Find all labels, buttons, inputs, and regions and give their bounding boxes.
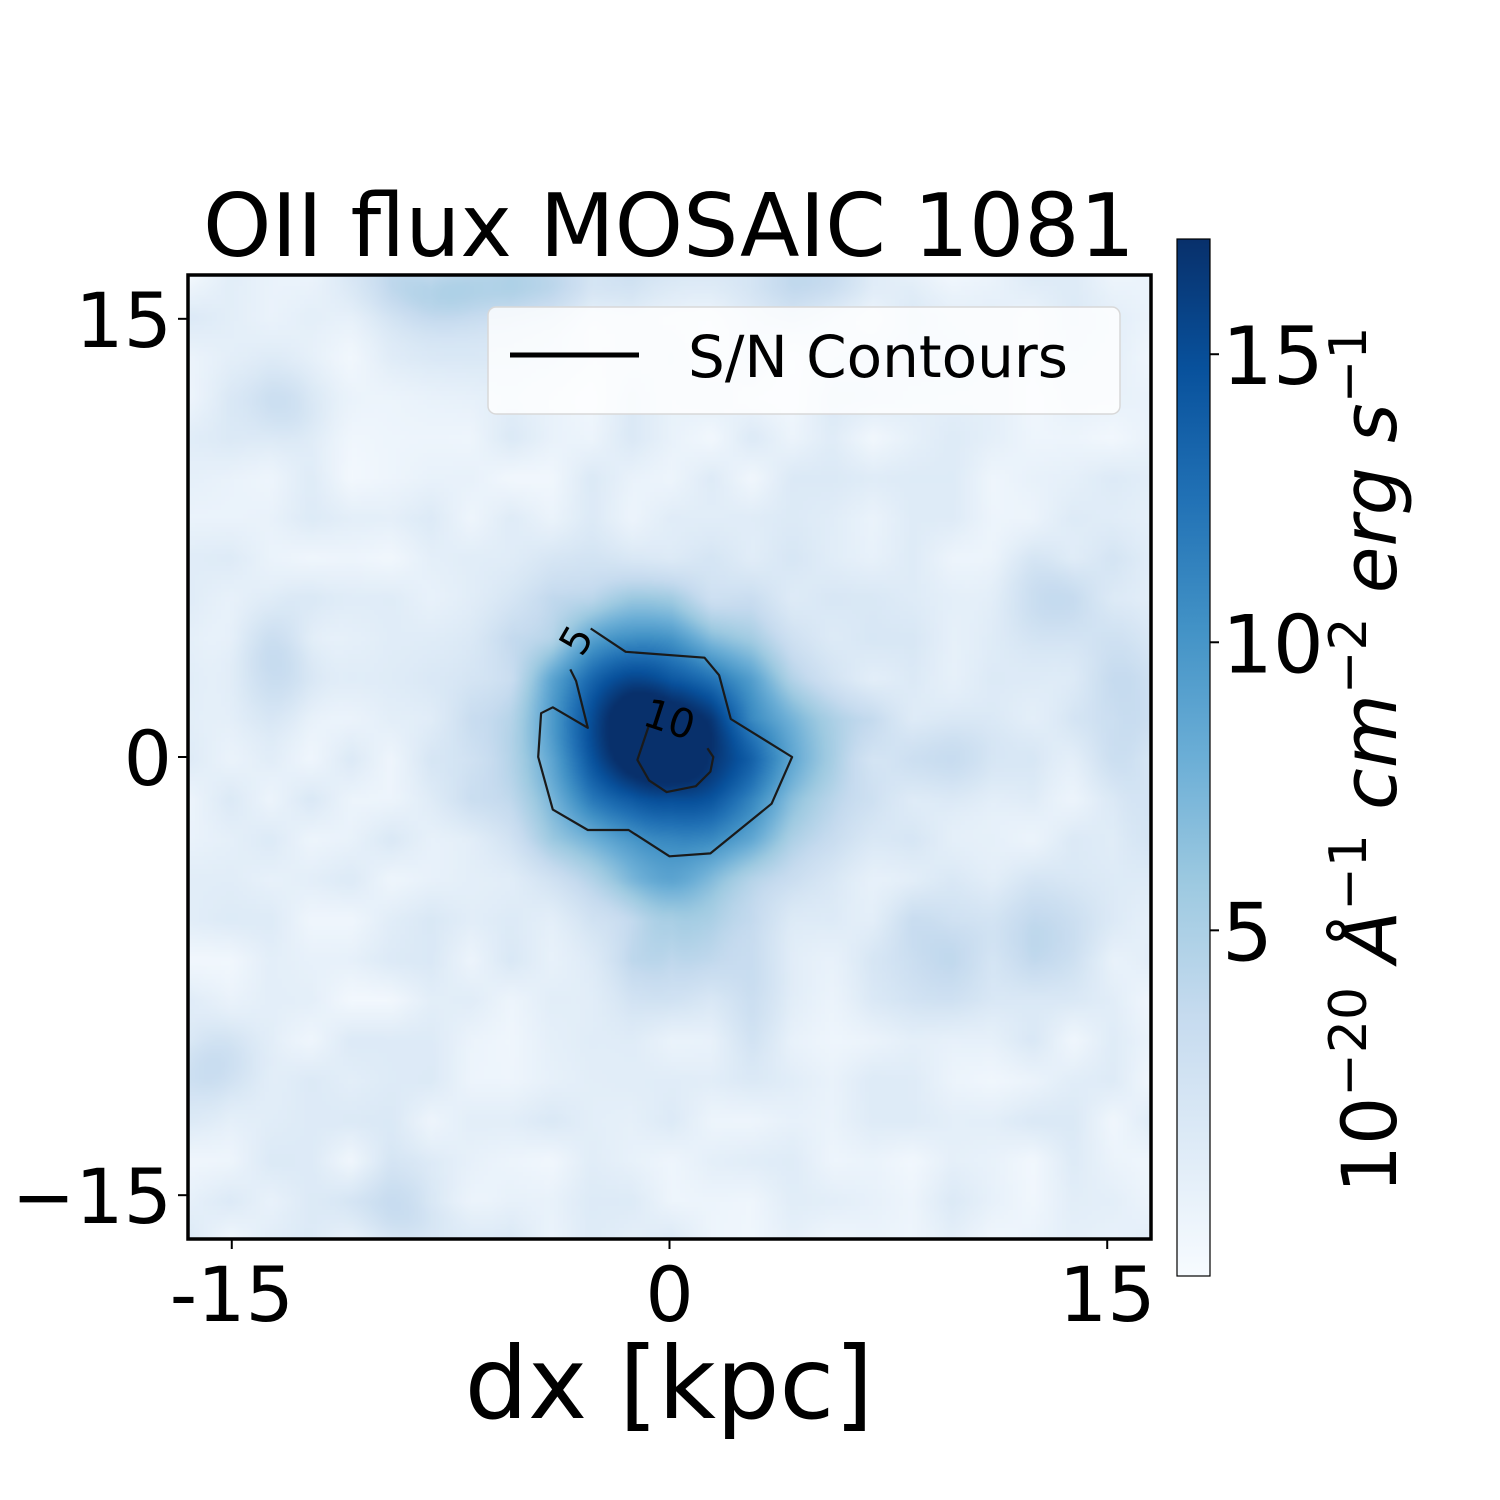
- colorbar-tick-label-1: 10: [1222, 598, 1324, 691]
- x-tick-label-0: -15: [170, 1250, 294, 1339]
- x-tick-label-2: 15: [1059, 1250, 1156, 1339]
- colorbar-label-cm: cm: [1325, 694, 1414, 810]
- y-tick-label-0: 15: [75, 276, 172, 365]
- colorbar-label-s: s: [1325, 403, 1414, 443]
- colorbar-label-s-exp: −1: [1319, 327, 1379, 404]
- contour-line-10: [636, 724, 715, 794]
- colorbar-label-angstrom: Å: [1325, 911, 1414, 968]
- colorbar-label-base: 10: [1325, 1097, 1414, 1194]
- x-axis-ticks: -15 0 15: [170, 1239, 1156, 1339]
- colorbar-label-erg: erg: [1325, 467, 1414, 593]
- colorbar-frame: [1176, 238, 1211, 1277]
- colorbar-label: 10−20 Å−1 cm−2 erg s−1: [1319, 327, 1414, 1194]
- y-axis-ticks: 15 0 −15: [12, 276, 188, 1241]
- y-tick-label-1: 0: [124, 714, 172, 803]
- x-tick-label-1: 0: [645, 1250, 693, 1339]
- colorbar-tick-label-2: 15: [1222, 310, 1324, 403]
- legend-box: [487, 306, 1121, 415]
- y-tick-label-2: −15: [12, 1152, 172, 1241]
- colorbar-ticks: 5 10 15: [1210, 310, 1324, 979]
- x-axis-label: dx [kpc]: [465, 1325, 874, 1442]
- contour-line-5: [537, 627, 794, 858]
- colorbar-label-exp: −20: [1319, 987, 1379, 1097]
- colorbar-label-cm-exp: −2: [1319, 617, 1379, 694]
- chart-title: OII flux MOSAIC 1081: [203, 175, 1135, 277]
- colorbar-label-angstrom-exp: −1: [1319, 834, 1379, 911]
- legend-label: S/N Contours: [688, 323, 1068, 391]
- colorbar-tick-label-0: 5: [1222, 886, 1273, 979]
- flux-heatmap: [188, 275, 1151, 1239]
- heatmap-image: [188, 275, 1151, 1239]
- legend: S/N Contours: [487, 306, 1121, 415]
- colorbar-gradient: [1177, 239, 1210, 1276]
